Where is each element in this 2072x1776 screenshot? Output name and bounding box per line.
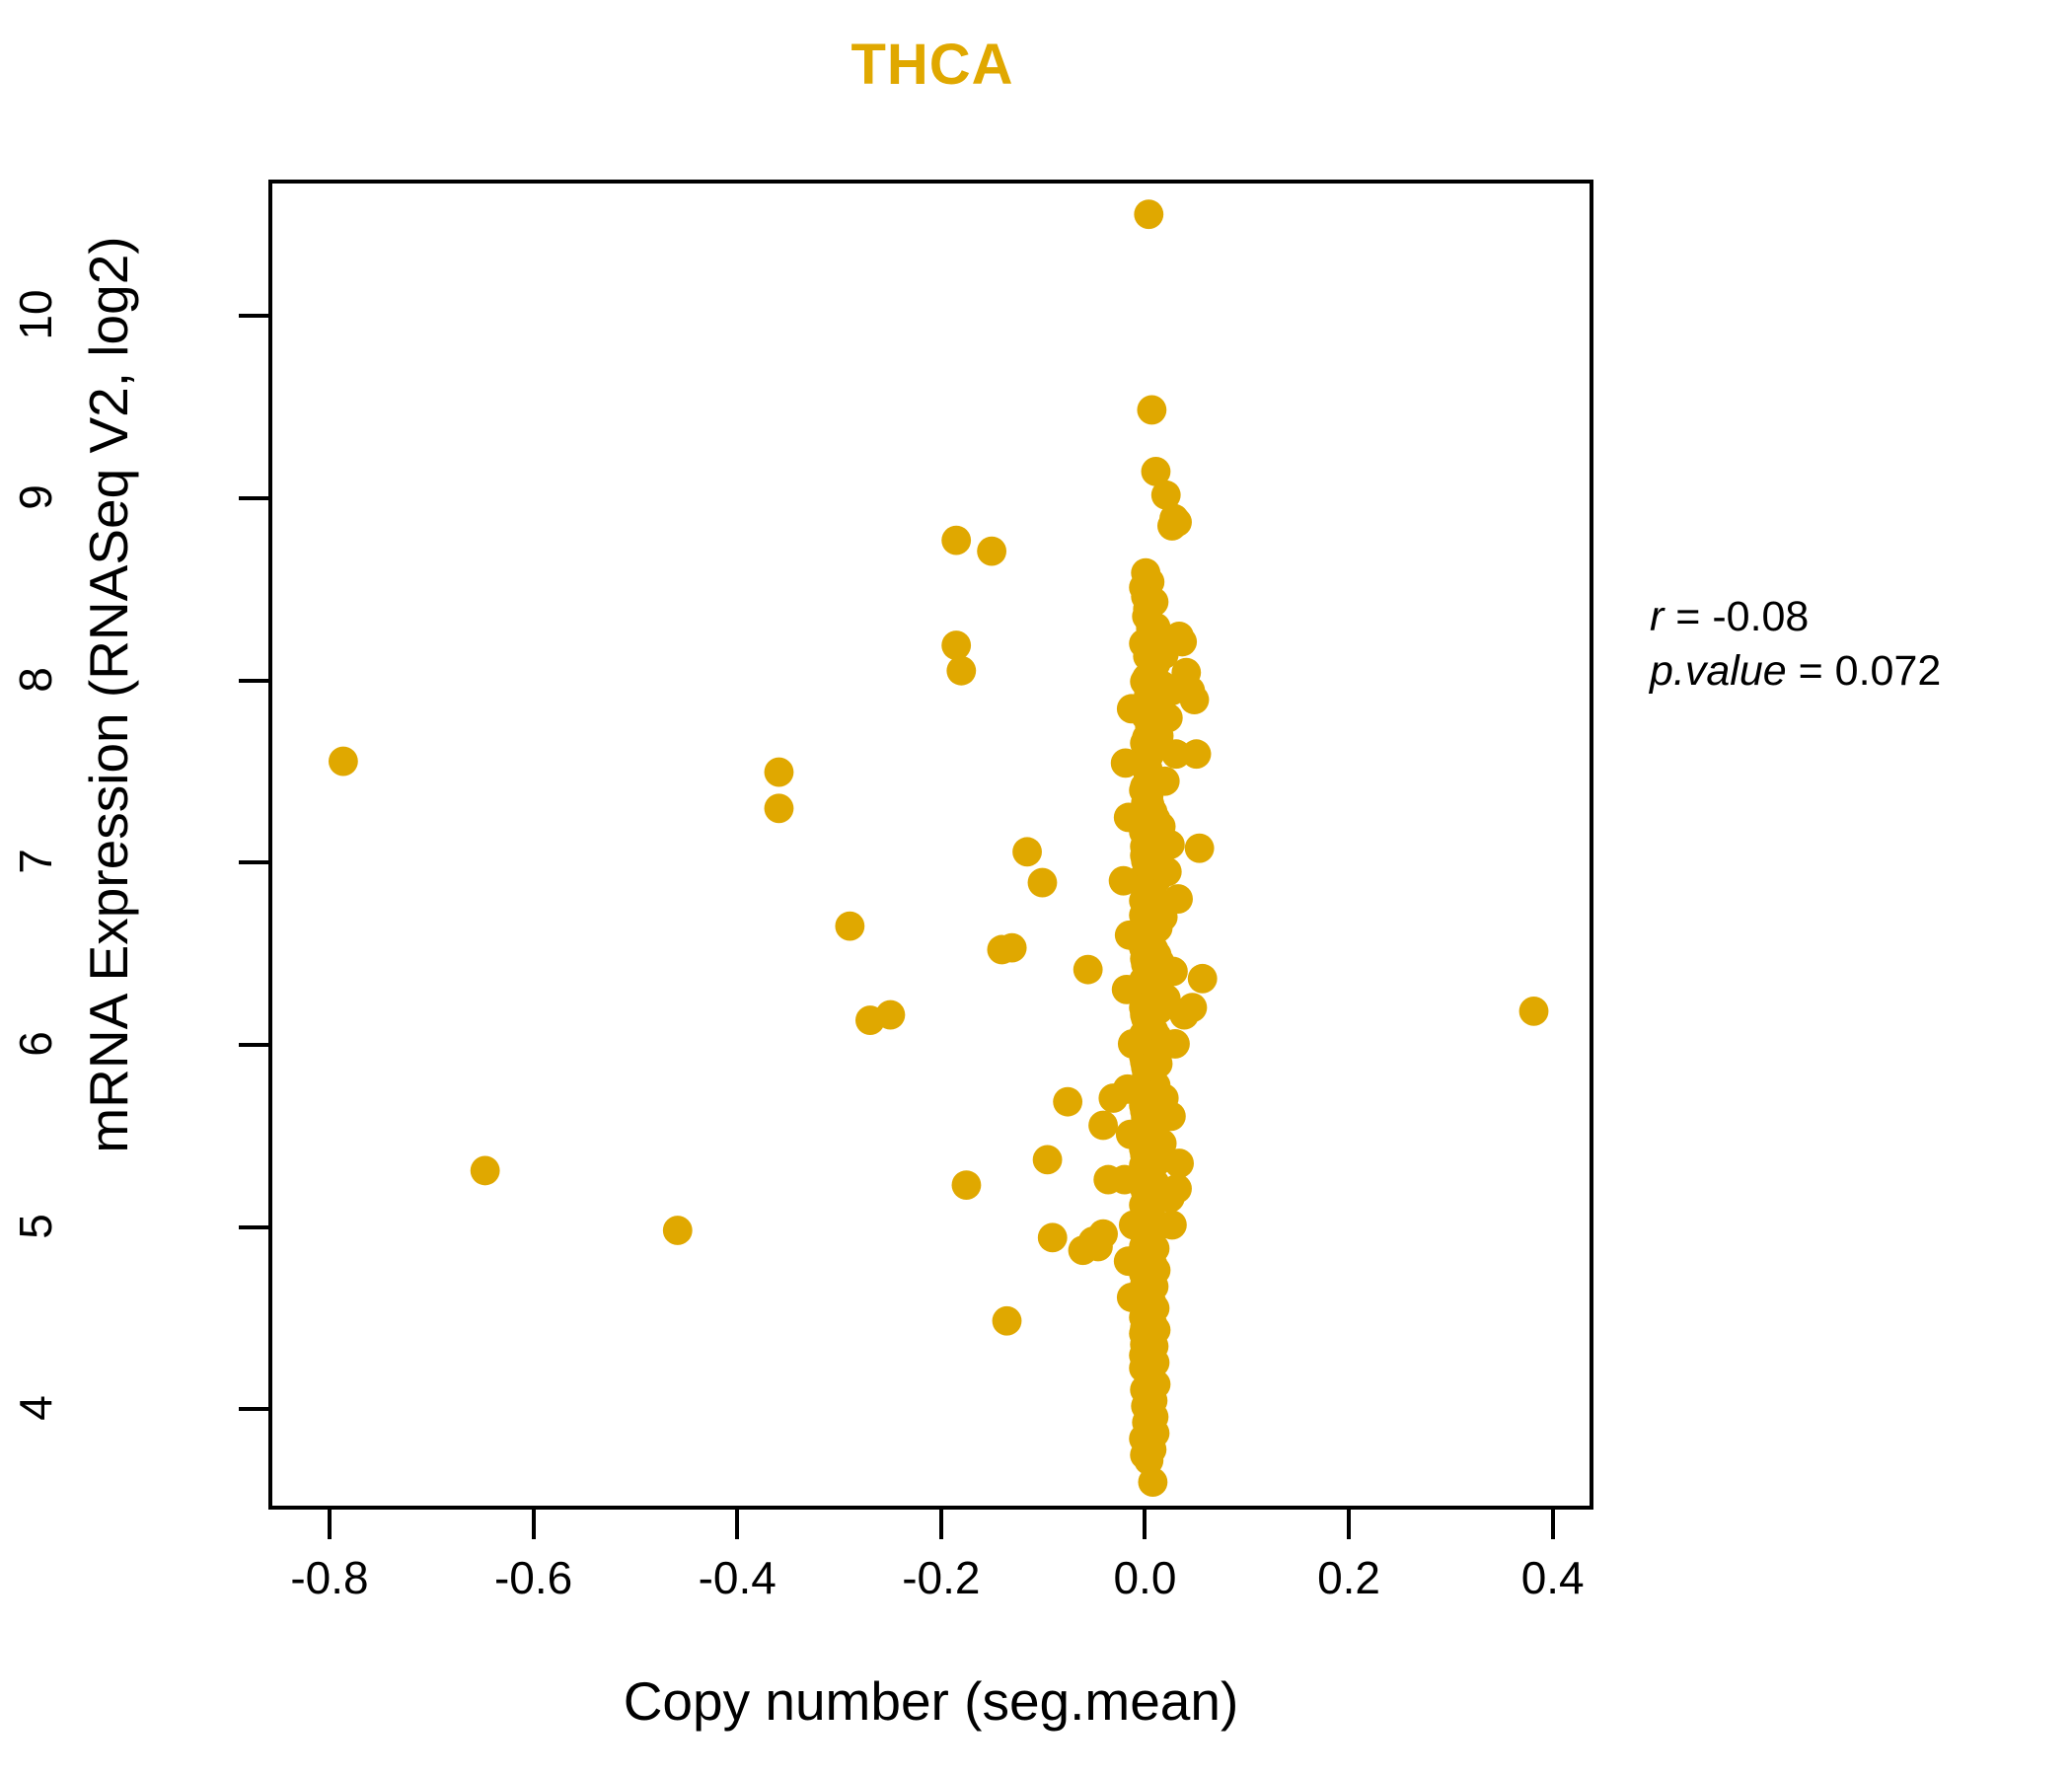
x-tick-mark	[1143, 1510, 1147, 1539]
x-tick-mark	[735, 1510, 740, 1539]
x-axis-label: Copy number (seg.mean)	[623, 1670, 1239, 1732]
y-tick-label: 7	[10, 849, 61, 875]
correlation-row: r = -0.08	[1650, 590, 1941, 644]
y-tick-label: 6	[10, 1031, 61, 1057]
x-tick-mark	[938, 1510, 943, 1539]
chart-title: THCA	[851, 33, 1014, 97]
y-tick-mark	[239, 1407, 268, 1412]
data-points-layer	[328, 199, 1549, 1498]
x-tick-label: -0.6	[493, 1552, 573, 1603]
y-tick-label: 8	[10, 667, 61, 693]
y-tick-mark	[239, 314, 268, 319]
y-tick-label: 4	[10, 1395, 61, 1422]
pvalue-row: p.value = 0.072	[1650, 644, 1941, 699]
y-tick-label: 10	[10, 289, 61, 341]
x-tick-mark	[1550, 1510, 1555, 1539]
x-tick-mark	[1347, 1510, 1352, 1539]
pvalue-variable: p.value	[1650, 647, 1787, 696]
y-tick-label: 9	[10, 484, 61, 510]
y-tick-mark	[239, 678, 268, 683]
stats-annotation: r = -0.08 p.value = 0.072	[1650, 590, 1941, 699]
correlation-variable: r	[1650, 593, 1665, 640]
y-tick-mark	[239, 1224, 268, 1229]
x-tick-label: 0.0	[1113, 1552, 1177, 1603]
x-tick-label: 0.2	[1317, 1552, 1381, 1603]
y-axis-label: mRNA Expression (RNASeq V2, log2)	[78, 236, 139, 1153]
y-tick-mark	[239, 1043, 268, 1048]
y-tick-mark	[239, 496, 268, 501]
pvalue-value: = 0.072	[1798, 647, 1942, 696]
x-tick-label: -0.2	[902, 1552, 981, 1603]
x-tick-mark	[327, 1510, 332, 1539]
y-tick-mark	[239, 860, 268, 865]
y-tick-label: 5	[10, 1213, 61, 1239]
plot-area	[268, 180, 1593, 1510]
x-tick-label: -0.8	[290, 1552, 369, 1603]
x-tick-label: -0.4	[698, 1552, 777, 1603]
x-tick-label: 0.4	[1520, 1552, 1585, 1603]
correlation-value: = -0.08	[1675, 593, 1810, 640]
x-tick-mark	[531, 1510, 536, 1539]
